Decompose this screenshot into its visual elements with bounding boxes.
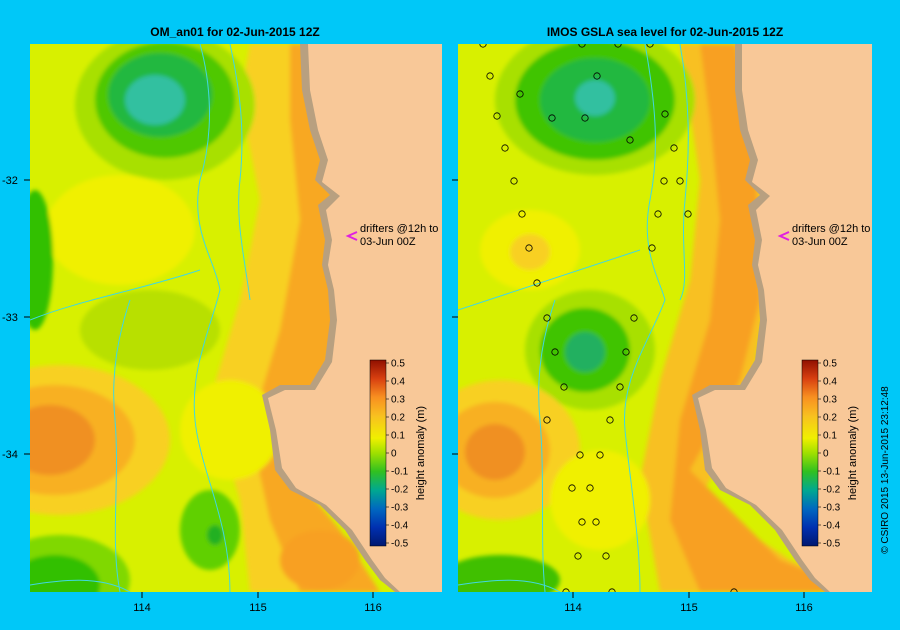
obs-point — [548, 114, 556, 122]
obs-point — [670, 144, 678, 152]
obs-point — [606, 416, 614, 424]
obs-point — [576, 451, 584, 459]
obs-point — [551, 348, 559, 356]
colorbar-tick-label: 0.5 — [391, 359, 405, 370]
obs-point — [501, 144, 509, 152]
obs-point — [602, 552, 610, 560]
lat-tick-label: -34 — [2, 449, 18, 461]
obs-point — [684, 210, 692, 218]
obs-point — [560, 383, 568, 391]
obs-point — [578, 44, 586, 48]
obs-point — [661, 110, 669, 118]
left-colorbar: 0.5 0.4 0.3 0.2 0.1 0 -0.1 -0.2 -0.3 -0.4 -0.5 hei… — [369, 359, 427, 550]
obs-point — [568, 484, 576, 492]
obs-point — [510, 177, 518, 185]
credit-text: © CSIRO 2015 13-Jun-2015 23:12:48 — [880, 386, 891, 554]
colorbar-tick-label: 0 — [823, 449, 829, 460]
longitude-ticks: 114 114 115 115 116 116 — [133, 592, 813, 614]
obs-point — [630, 314, 638, 322]
right-drifter-note: drifters @12h to — [792, 223, 870, 235]
colorbar-tick-label: 0 — [391, 449, 397, 460]
colorbar-tick-label: -0.2 — [391, 485, 409, 496]
obs-point — [626, 136, 634, 144]
colorbar-tick-label: -0.3 — [823, 503, 841, 514]
right-colorbar: 0.5 0.4 0.3 0.2 0.1 0 -0.1 -0.2 -0.3 -0.4 -0.5 hei… — [801, 359, 859, 550]
colorbar-tick-label: -0.4 — [391, 521, 409, 532]
obs-point — [574, 552, 582, 560]
colorbar-tick-label: 0.5 — [823, 359, 837, 370]
right-drifter-arrow — [777, 231, 790, 241]
lon-tick-label: 114 — [564, 602, 582, 614]
lon-tick-label: 115 — [249, 602, 267, 614]
colorbar-tick-label: 0.2 — [391, 413, 405, 424]
lon-tick-label: 114 — [133, 602, 151, 614]
obs-point — [608, 588, 616, 592]
right-map-title: IMOS GSLA sea level for 02-Jun-2015 12Z — [547, 25, 783, 39]
obs-point — [622, 348, 630, 356]
obs-point — [586, 484, 594, 492]
obs-point — [581, 114, 589, 122]
obs-point — [518, 210, 526, 218]
obs-point — [562, 588, 570, 592]
colorbar-tick-label: -0.5 — [823, 539, 841, 550]
obs-point — [646, 44, 654, 48]
obs-point — [525, 244, 533, 252]
colorbar-tick-label: 0.2 — [823, 413, 837, 424]
colorbar-tick-label: 0.3 — [823, 395, 837, 406]
obs-point — [654, 210, 662, 218]
obs-point — [660, 177, 668, 185]
obs-point — [516, 90, 524, 98]
obs-point — [593, 72, 601, 80]
colorbar-tick-label: -0.1 — [823, 467, 841, 478]
right-colorbar-label: height anomaly (m) — [847, 406, 859, 500]
colorbar-tick-label: 0.4 — [823, 377, 837, 388]
colorbar-tick-label: 0.4 — [391, 377, 405, 388]
colorbar-tick-label: -0.1 — [391, 467, 409, 478]
colorbar-tick-label: -0.2 — [823, 485, 841, 496]
obs-point — [578, 518, 586, 526]
left-drifter-arrow — [345, 231, 358, 241]
lon-tick-label: 115 — [680, 602, 698, 614]
obs-point — [533, 279, 541, 287]
obs-point — [616, 383, 624, 391]
left-drifter-note: drifters @12h to — [360, 223, 438, 235]
obs-point — [730, 588, 738, 592]
obs-point — [543, 416, 551, 424]
colorbar-tick-label: 0.1 — [391, 431, 405, 442]
obs-point — [486, 72, 494, 80]
obs-point — [543, 314, 551, 322]
colorbar-tick-label: -0.5 — [391, 539, 409, 550]
obs-point — [614, 44, 622, 48]
lon-tick-label: 116 — [795, 602, 813, 614]
left-map: drifters @12h to 03-Jun 00Z 0.5 0.4 0.3 0.2… — [30, 44, 442, 592]
left-map-title: OM_an01 for 02-Jun-2015 12Z — [150, 25, 319, 39]
lat-tick-label: -33 — [2, 312, 18, 324]
obs-point — [479, 44, 487, 48]
colorbar-tick-label: 0.3 — [391, 395, 405, 406]
colorbar-tick-label: -0.3 — [391, 503, 409, 514]
left-drifter-note-date: 03-Jun 00Z — [360, 236, 416, 248]
left-colorbar-label: height anomaly (m) — [415, 406, 427, 500]
obs-point — [592, 518, 600, 526]
colorbar-tick-label: -0.4 — [823, 521, 841, 532]
right-map: drifters @12h to 03-Jun 00Z 0.5 0.4 0.3 0.2… — [458, 44, 872, 592]
colorbar-tick-label: 0.1 — [823, 431, 837, 442]
right-drifter-note-date: 03-Jun 00Z — [792, 236, 848, 248]
obs-point — [493, 112, 501, 120]
obs-point — [596, 451, 604, 459]
latitude-ticks: -32 -33 -34 — [2, 175, 458, 461]
lat-tick-label: -32 — [2, 175, 18, 187]
lon-tick-label: 116 — [364, 602, 382, 614]
obs-point — [648, 244, 656, 252]
obs-point — [676, 177, 684, 185]
